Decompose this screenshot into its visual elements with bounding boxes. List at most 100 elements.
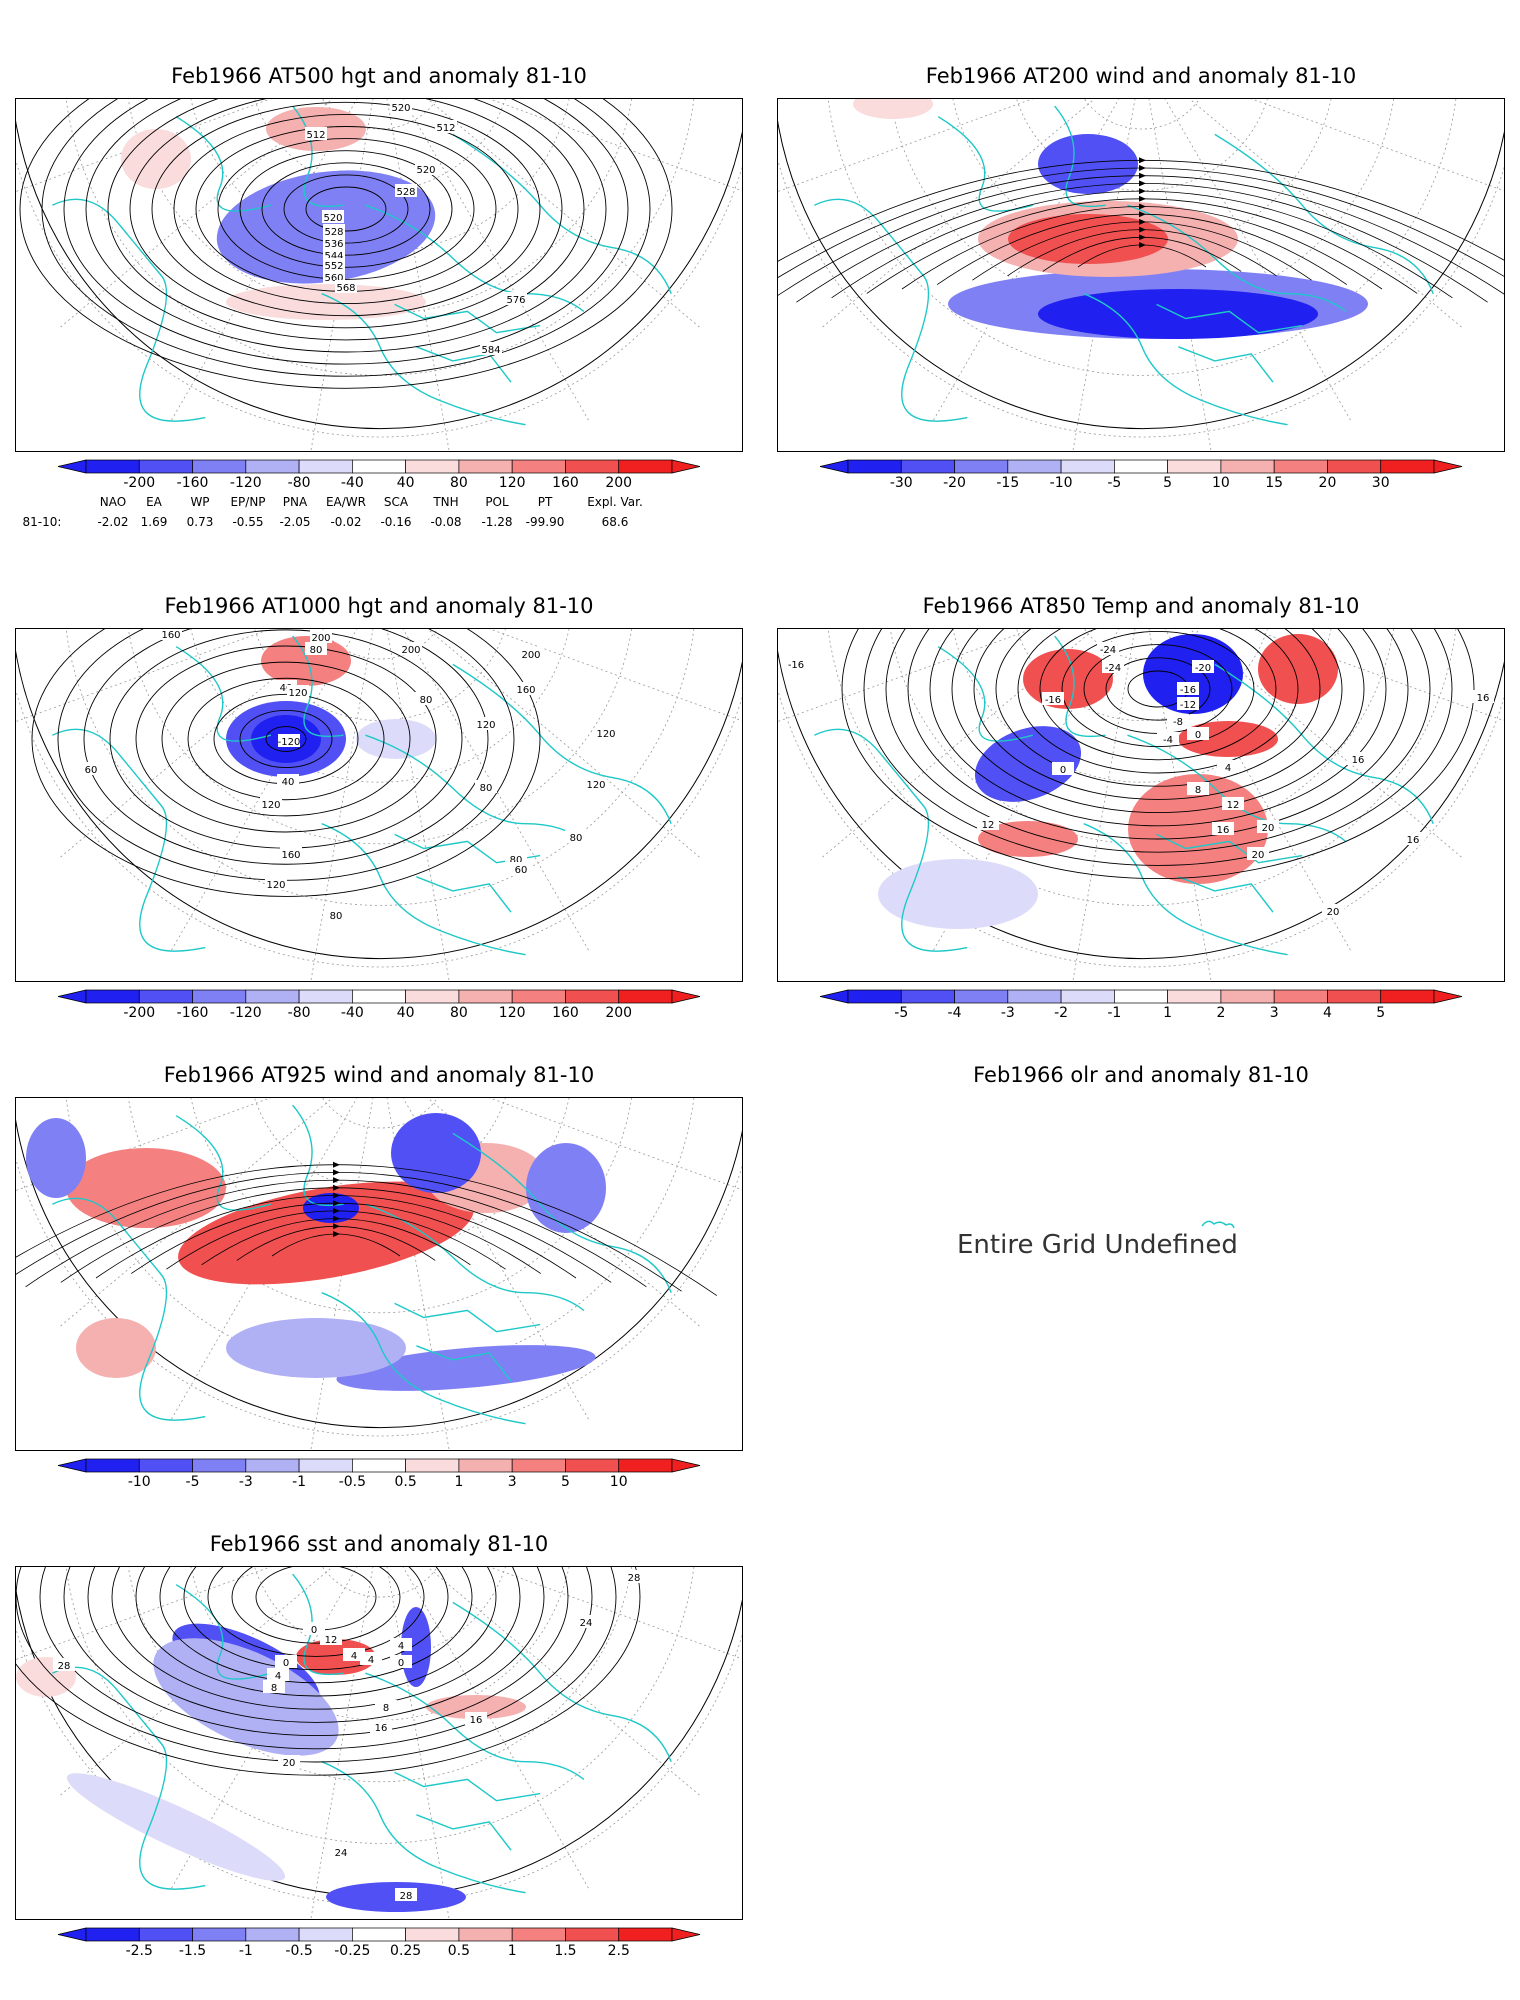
contour-label-bg — [1187, 782, 1209, 795]
anomaly-positive-atlantic — [978, 821, 1078, 857]
latlon-grid — [16, 629, 742, 981]
hemisphere-edge — [16, 649, 742, 959]
teleconnection-header: SCA — [383, 495, 409, 509]
colorbar-tick-label: 30 — [1371, 475, 1390, 491]
undefined-message: Entire Grid Undefined — [957, 1230, 1238, 1260]
colorbar-bin — [352, 1458, 406, 1473]
contour-label-bg — [1042, 692, 1064, 705]
colorbar-tick-label: -15 — [996, 475, 1020, 491]
contour-label: 4 — [275, 1671, 281, 1682]
contour-label: 24 — [580, 1618, 593, 1629]
contour-label-bg — [277, 774, 299, 787]
colorbar-bin — [1327, 989, 1382, 1004]
colorbar-arrow-left — [57, 1458, 87, 1473]
teleconnection-header: TNH — [433, 495, 459, 509]
contour-label: 0 — [283, 1658, 289, 1669]
colorbar-tick-label: -0.5 — [285, 1943, 313, 1959]
anomaly-negative-south — [66, 1773, 286, 1881]
anomaly-negative-sw — [878, 859, 1038, 929]
anomaly-negative-core — [303, 1193, 359, 1223]
contour-label-bg — [1167, 714, 1189, 727]
colorbar-tick-label: 5 — [560, 1474, 570, 1490]
colorbar-bin — [405, 1927, 460, 1942]
colorbar-tick-label: 10 — [609, 1474, 628, 1490]
contour-label-bg — [1212, 822, 1234, 835]
colorbar-bin — [847, 459, 902, 474]
colorbar-bin — [511, 989, 566, 1004]
contour-label: 20 — [283, 1758, 296, 1769]
colorbar-arrow-right — [1433, 459, 1463, 474]
contour-label: -4 — [1163, 735, 1173, 746]
teleconnection-value: -0.08 — [430, 515, 462, 529]
colorbar-tick-label: 3 — [507, 1474, 517, 1490]
colorbar-svg — [57, 1458, 701, 1473]
contour-label-bg — [1322, 904, 1344, 917]
colorbar-bin — [138, 989, 193, 1004]
contour-label: 0 — [1060, 765, 1066, 776]
colorbar-bin — [85, 459, 140, 474]
contour-label: 20 — [1327, 907, 1340, 918]
anomaly-negative-far-west — [26, 1118, 86, 1198]
contour-label-bg — [977, 817, 999, 830]
teleconnection-value: -0.16 — [380, 515, 412, 529]
colorbar-bin — [458, 1458, 513, 1473]
teleconnection-header: EA — [146, 495, 162, 509]
colorbar-bin — [245, 1458, 300, 1473]
contour-label: 160 — [281, 850, 300, 861]
colorbar-bin — [565, 989, 620, 1004]
contour-label-bg — [515, 682, 537, 695]
contour-label-bg — [415, 692, 437, 705]
colorbar-bin — [954, 989, 1009, 1004]
contour-label: 560 — [324, 273, 343, 284]
contour-label: 12 — [325, 1635, 338, 1646]
colorbar-bin — [245, 459, 300, 474]
colorbar-bin — [1114, 459, 1168, 474]
contour-label: 80 — [310, 645, 323, 656]
panel-title-at925: Feb1966 AT925 wind and anomaly 81-10 — [163, 1063, 595, 1087]
panel-title-at1000: Feb1966 AT1000 hgt and anomaly 81-10 — [164, 594, 594, 618]
contour-label: 60 — [515, 865, 528, 876]
contour-label-bg — [1177, 697, 1199, 710]
colorbar-bin — [1273, 989, 1328, 1004]
teleconnection-value: -99.90 — [525, 515, 565, 529]
colorbar-tick-label: 120 — [498, 475, 526, 491]
colorbar-tick-label: -5 — [185, 1474, 200, 1490]
teleconnection-row-label: 81-10: — [22, 515, 62, 529]
contour-label-bg — [263, 1680, 285, 1693]
contour-label: 512 — [306, 130, 325, 141]
contour-label: 160 — [516, 685, 535, 696]
colorbar-bin — [405, 459, 460, 474]
contour-label: -20 — [1195, 663, 1211, 674]
olr-small-mark — [1201, 1220, 1235, 1229]
contour-label-bg — [275, 1655, 297, 1668]
colorbar-bin — [1380, 989, 1435, 1004]
colorbar-bin — [511, 459, 566, 474]
anomaly-positive-north — [261, 636, 351, 686]
contour-label: -120 — [278, 737, 301, 748]
colorbar-bin — [1167, 989, 1222, 1004]
panel-title-sst: Feb1966 sst and anomaly 81-10 — [209, 1532, 549, 1556]
contour-label-bg — [260, 797, 282, 810]
colorbar-tick-label: 80 — [449, 475, 468, 491]
contour-label: 16 — [470, 1715, 483, 1726]
colorbar-bin — [900, 989, 955, 1004]
contour-label: 200 — [311, 633, 330, 644]
colorbar-bin — [1380, 459, 1435, 474]
colorbar-bin — [192, 1927, 247, 1942]
colorbar-bin — [511, 1458, 566, 1473]
contour-label-bg — [278, 734, 300, 747]
contour-label: 24 — [335, 1848, 348, 1859]
contour-label: 80 — [570, 833, 583, 844]
contour-label-bg — [1157, 732, 1179, 745]
contour-label-bg — [565, 830, 587, 843]
contour-label: 16 — [1352, 755, 1365, 766]
anomaly-positive-core — [178, 1181, 474, 1285]
contour-label-bg — [375, 1700, 397, 1713]
contour-label: 16 — [1477, 693, 1490, 704]
colorbar-bin — [458, 989, 513, 1004]
colorbar-tick-label: 80 — [449, 1005, 468, 1021]
contour-label: -16 — [788, 660, 804, 671]
teleconnection-table: NAO EA WP EP/NP PNA EA/WR SCA TNH POL PT Expl. Var… — [0, 495, 760, 535]
contour-label-bg — [595, 726, 617, 739]
contour-label-bg — [415, 162, 437, 175]
